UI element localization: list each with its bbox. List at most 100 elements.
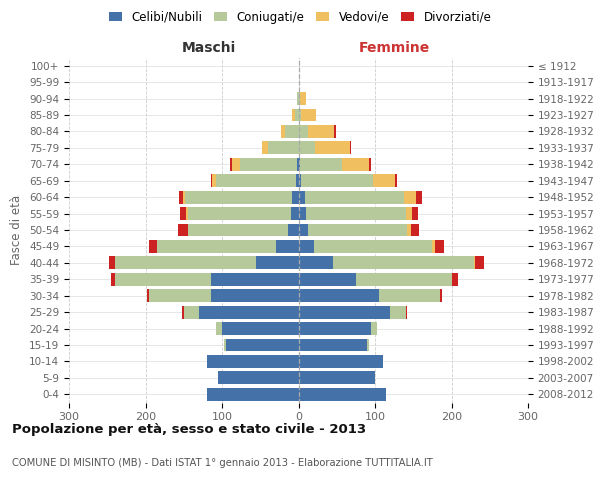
Bar [299,355,383,368]
Bar [288,224,299,236]
Bar [404,190,416,203]
Bar [379,290,440,302]
Bar [300,158,342,170]
Bar [188,224,288,236]
Bar [299,207,306,220]
Bar [211,290,299,302]
Bar [299,174,301,187]
Bar [218,372,299,384]
Bar [299,142,316,154]
Bar [232,158,239,170]
Bar [299,388,386,400]
Bar [299,158,300,170]
Bar [111,273,115,285]
Bar [299,240,314,253]
Bar [333,256,475,270]
Bar [407,224,411,236]
Y-axis label: Anni di nascita: Anni di nascita [598,186,600,274]
Bar [314,240,433,253]
Bar [440,290,442,302]
Bar [199,306,299,318]
Bar [224,338,226,351]
Bar [186,207,188,220]
Text: Femmine: Femmine [359,41,430,55]
Bar [475,256,484,270]
Bar [356,273,452,285]
Bar [452,273,458,285]
Bar [256,256,299,270]
Bar [373,174,395,187]
Bar [308,224,407,236]
Bar [406,306,407,318]
Bar [395,174,397,187]
Bar [411,224,419,236]
Text: Maschi: Maschi [181,41,236,55]
Bar [305,190,404,203]
Bar [299,273,356,285]
Bar [316,142,350,154]
Bar [206,355,299,368]
Bar [299,306,391,318]
Bar [268,142,299,154]
Bar [262,142,268,154]
Bar [211,273,299,285]
Bar [216,322,222,335]
Bar [222,322,299,335]
Bar [185,190,292,203]
Bar [178,224,188,236]
Bar [299,372,375,384]
Bar [285,125,299,138]
Bar [109,256,115,270]
Bar [299,92,300,105]
Bar [184,306,199,318]
Y-axis label: Fasce di età: Fasce di età [10,195,23,265]
Bar [300,92,306,105]
Bar [299,125,308,138]
Bar [350,142,351,154]
Bar [147,290,149,302]
Bar [115,273,211,285]
Bar [188,207,291,220]
Bar [369,158,371,170]
Text: Popolazione per età, sesso e stato civile - 2013: Popolazione per età, sesso e stato civil… [12,422,366,436]
Bar [299,322,371,335]
Bar [406,207,412,220]
Bar [308,125,334,138]
Bar [299,290,379,302]
Bar [180,207,186,220]
Bar [115,256,256,270]
Bar [299,338,367,351]
Bar [182,306,184,318]
Bar [206,388,299,400]
Text: COMUNE DI MISINTO (MB) - Dati ISTAT 1° gennaio 2013 - Elaborazione TUTTITALIA.IT: COMUNE DI MISINTO (MB) - Dati ISTAT 1° g… [12,458,433,468]
Bar [433,240,434,253]
Bar [371,322,377,335]
Bar [275,240,299,253]
Bar [295,108,299,122]
Bar [299,256,333,270]
Bar [301,108,316,122]
Bar [179,190,183,203]
Bar [149,290,211,302]
Bar [211,174,212,187]
Bar [212,174,216,187]
Bar [281,125,285,138]
Bar [230,158,232,170]
Bar [342,158,369,170]
Bar [299,108,301,122]
Bar [416,190,422,203]
Bar [292,190,299,203]
Bar [226,338,299,351]
Bar [216,174,296,187]
Bar [412,207,418,220]
Bar [149,240,157,253]
Bar [157,240,275,253]
Bar [239,158,297,170]
Bar [334,125,336,138]
Bar [299,190,305,203]
Bar [299,224,308,236]
Bar [291,207,299,220]
Bar [306,207,406,220]
Bar [301,174,373,187]
Bar [183,190,185,203]
